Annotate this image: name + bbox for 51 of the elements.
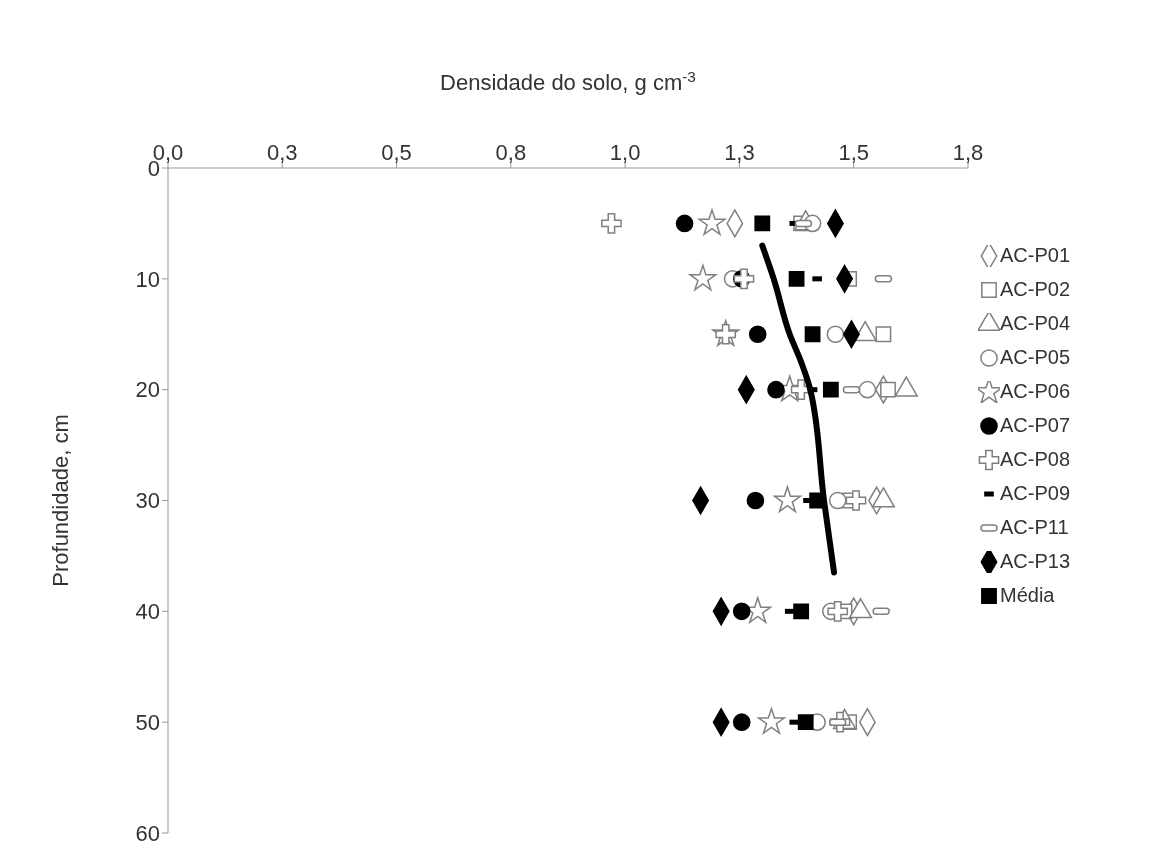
x-tick-label: 0,5	[381, 140, 412, 165]
x-tick-label: 1,0	[609, 140, 641, 165]
x-axis-title: Densidade do solo, g cm$^{-3}$	[440, 67, 696, 95]
point	[732, 602, 751, 621]
y-tick-label: 10	[135, 266, 160, 292]
point	[773, 486, 802, 513]
point	[804, 326, 821, 343]
x-tick-label: 0,3	[266, 140, 298, 165]
y-tick-label: 20	[135, 377, 160, 403]
point	[757, 707, 786, 734]
point	[822, 381, 839, 398]
legend-label: AC-P13	[1000, 550, 1071, 573]
legend-label: AC-P11	[1000, 516, 1069, 539]
point	[858, 380, 877, 399]
point	[748, 325, 767, 344]
point	[675, 214, 694, 233]
legend-label: AC-P06	[1000, 380, 1071, 403]
point	[746, 491, 765, 510]
legend-label: Média	[1000, 584, 1055, 607]
legend-label: AC-P02	[1000, 278, 1071, 301]
point	[698, 209, 726, 236]
x-tick-label: 1,8	[952, 140, 984, 165]
legend-label: AC-P07	[1000, 414, 1071, 437]
point	[827, 600, 849, 622]
legend-label: AC-P01	[1000, 244, 1071, 267]
point	[826, 325, 845, 344]
x-tick-label: 0,8	[495, 140, 527, 165]
point	[875, 326, 892, 343]
point	[689, 264, 717, 291]
point	[788, 270, 805, 287]
point	[793, 603, 810, 620]
legend-label: AC-P09	[1000, 482, 1071, 505]
y-tick-label: 50	[135, 709, 160, 735]
point	[754, 215, 771, 232]
point	[828, 491, 847, 510]
y-tick-label: 60	[135, 820, 160, 846]
point	[767, 380, 785, 399]
point	[732, 713, 751, 731]
x-tick-label: 1,5	[838, 140, 870, 165]
point	[880, 381, 896, 398]
y-axis-title: Profundidade, cm	[48, 414, 73, 587]
legend-label: AC-P08	[1000, 448, 1071, 471]
point	[845, 490, 867, 511]
point	[733, 268, 755, 290]
legend-label: AC-P04	[1000, 312, 1071, 335]
y-tick-label: 40	[135, 599, 160, 625]
x-tick-label: 1,3	[724, 140, 755, 165]
legend-label: AC-P05	[1000, 346, 1071, 369]
point	[797, 714, 814, 731]
y-tick-label: 30	[135, 488, 160, 514]
point	[601, 213, 622, 234]
